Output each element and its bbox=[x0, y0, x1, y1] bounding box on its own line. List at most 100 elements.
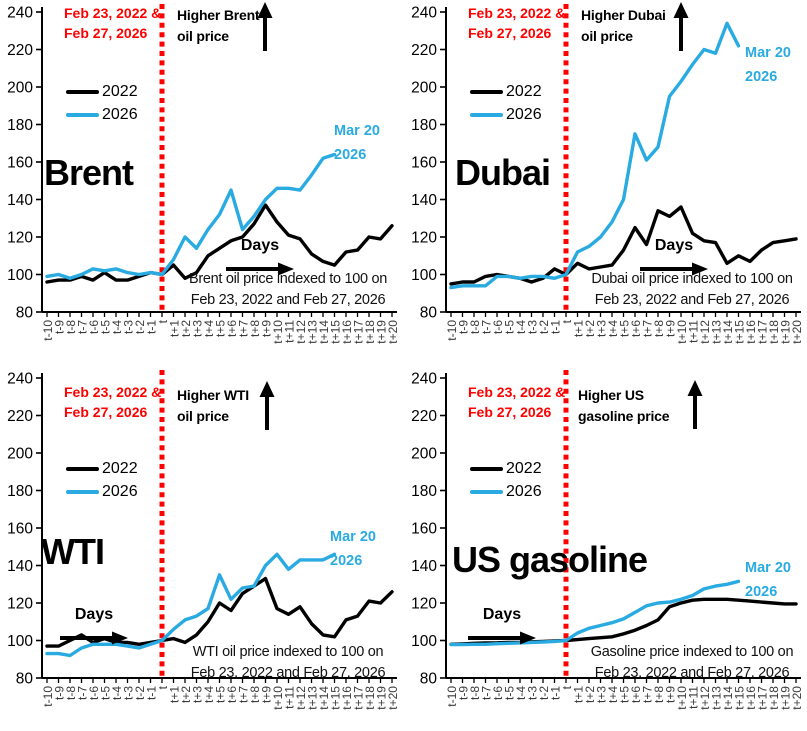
svg-text:220: 220 bbox=[7, 42, 33, 59]
event-date-label: Feb 23, 2022 & Feb 27, 2026 bbox=[468, 3, 565, 43]
svg-text:t+16: t+16 bbox=[744, 686, 758, 710]
event-date-line2: Feb 27, 2026 bbox=[64, 25, 148, 41]
svg-text:t+15: t+15 bbox=[329, 320, 343, 344]
svg-text:120: 120 bbox=[411, 230, 437, 247]
svg-text:140: 140 bbox=[7, 192, 33, 209]
caption-line1: WTI oil price indexed to 100 on bbox=[192, 644, 384, 660]
svg-text:t+8: t+8 bbox=[652, 320, 666, 337]
svg-text:t+14: t+14 bbox=[721, 320, 735, 344]
svg-text:200: 200 bbox=[7, 80, 33, 97]
days-axis-label: Days bbox=[468, 606, 536, 645]
svg-text:t+1: t+1 bbox=[572, 320, 586, 337]
mar-20-2026-label: Mar 20 2026 bbox=[745, 41, 791, 89]
panel-brent: 80 100 120 140 160 180 200 220 240 t-10 t-9 t-8 t-7 t… bbox=[0, 0, 403, 365]
svg-text:220: 220 bbox=[411, 408, 437, 425]
higher-price-line2: gasoline price bbox=[578, 408, 670, 424]
svg-text:t+18: t+18 bbox=[767, 320, 781, 344]
legend-label-2022: 2022 bbox=[506, 459, 542, 477]
mar-line1: Mar 20 bbox=[330, 529, 376, 545]
event-date-line1: Feb 23, 2022 & bbox=[468, 5, 566, 21]
higher-price-line2: oil price bbox=[177, 28, 229, 44]
svg-text:t+11: t+11 bbox=[687, 686, 701, 709]
higher-price-line1: Higher Brent bbox=[177, 7, 260, 23]
mar-line1: Mar 20 bbox=[745, 45, 791, 61]
higher-price-line1: Higher WTI bbox=[177, 387, 249, 403]
legend-swatch-2026 bbox=[66, 489, 99, 494]
up-arrow-icon bbox=[687, 380, 703, 429]
svg-text:220: 220 bbox=[7, 408, 33, 425]
legend-item-2026: 2026 bbox=[66, 103, 138, 126]
svg-text:t+16: t+16 bbox=[340, 320, 354, 344]
legend-item-2026: 2026 bbox=[66, 480, 138, 503]
svg-text:t+7: t+7 bbox=[641, 320, 655, 337]
svg-text:140: 140 bbox=[411, 558, 437, 575]
svg-text:t+3: t+3 bbox=[595, 320, 609, 337]
right-arrow-icon bbox=[468, 631, 536, 645]
svg-text:t-10: t-10 bbox=[445, 320, 459, 341]
wti-line-chart: 80100120140160180200220240t-10t-9t-8t-7t… bbox=[7, 370, 400, 710]
svg-text:t-10: t-10 bbox=[41, 686, 55, 707]
svg-text:t+13: t+13 bbox=[306, 320, 320, 344]
svg-text:t+3: t+3 bbox=[595, 686, 609, 703]
svg-text:t+20: t+20 bbox=[790, 686, 804, 710]
svg-text:t+14: t+14 bbox=[721, 686, 735, 710]
svg-text:t+19: t+19 bbox=[375, 686, 389, 710]
svg-text:t+19: t+19 bbox=[375, 320, 389, 344]
svg-text:180: 180 bbox=[411, 117, 437, 134]
legend: 2022 2026 bbox=[470, 80, 542, 126]
index-caption: Gasoline price indexed to 100 on Feb 23,… bbox=[576, 642, 807, 684]
legend-swatch-2026 bbox=[66, 112, 99, 117]
event-date-line1: Feb 23, 2022 & bbox=[64, 5, 162, 21]
higher-price-label: Higher Dubai oil price bbox=[581, 5, 666, 47]
legend-label-2026: 2026 bbox=[102, 105, 138, 123]
svg-text:140: 140 bbox=[411, 192, 437, 209]
svg-text:180: 180 bbox=[411, 483, 437, 500]
svg-text:t+2: t+2 bbox=[179, 686, 193, 703]
svg-text:t-2: t-2 bbox=[537, 320, 551, 334]
legend-label-2026: 2026 bbox=[506, 482, 542, 500]
svg-text:t+18: t+18 bbox=[363, 686, 377, 710]
svg-text:160: 160 bbox=[7, 155, 33, 172]
legend-swatch-2026 bbox=[470, 112, 503, 117]
svg-text:t-6: t-6 bbox=[491, 686, 505, 700]
days-text: Days bbox=[482, 606, 522, 623]
svg-text:t-4: t-4 bbox=[110, 320, 124, 334]
mar-line1: Mar 20 bbox=[334, 123, 380, 139]
svg-text:100: 100 bbox=[7, 633, 33, 650]
svg-text:100: 100 bbox=[7, 267, 33, 284]
us-gasoline-line-chart: 80100120140160180200220240t-10t-9t-8t-7t… bbox=[411, 370, 804, 710]
svg-text:t-1: t-1 bbox=[549, 686, 563, 700]
event-date-label: Feb 23, 2022 & Feb 27, 2026 bbox=[64, 3, 161, 43]
svg-text:t+3: t+3 bbox=[191, 320, 205, 337]
svg-text:t-7: t-7 bbox=[480, 320, 494, 334]
legend-label-2022: 2022 bbox=[506, 82, 542, 100]
mar-line2: 2026 bbox=[330, 553, 363, 569]
svg-text:t+6: t+6 bbox=[629, 686, 643, 703]
event-date-line2: Feb 27, 2026 bbox=[468, 404, 552, 420]
legend-item-2022: 2022 bbox=[470, 457, 542, 480]
index-caption: Dubai oil price indexed to 100 on Feb 23… bbox=[576, 269, 807, 311]
svg-text:80: 80 bbox=[420, 671, 438, 688]
svg-text:t+1: t+1 bbox=[168, 320, 182, 337]
svg-text:t-4: t-4 bbox=[514, 686, 528, 700]
svg-text:t-9: t-9 bbox=[457, 320, 471, 334]
svg-text:t-7: t-7 bbox=[76, 320, 90, 334]
svg-text:t-6: t-6 bbox=[87, 686, 101, 700]
legend-label-2022: 2022 bbox=[102, 459, 138, 477]
svg-text:t-7: t-7 bbox=[76, 686, 90, 700]
legend-item-2022: 2022 bbox=[66, 457, 138, 480]
caption-line1: Gasoline price indexed to 100 on bbox=[590, 644, 794, 660]
svg-text:t-4: t-4 bbox=[514, 320, 528, 334]
svg-text:120: 120 bbox=[7, 596, 33, 613]
svg-text:t+20: t+20 bbox=[386, 320, 400, 344]
svg-text:t-6: t-6 bbox=[491, 320, 505, 334]
svg-text:t+13: t+13 bbox=[710, 686, 724, 710]
svg-text:t-8: t-8 bbox=[64, 320, 78, 334]
svg-text:t+12: t+12 bbox=[698, 320, 712, 344]
svg-text:120: 120 bbox=[7, 230, 33, 247]
svg-text:t-5: t-5 bbox=[99, 320, 113, 334]
svg-text:t: t bbox=[560, 685, 574, 689]
mar-line2: 2026 bbox=[334, 147, 367, 163]
svg-text:80: 80 bbox=[16, 305, 34, 322]
right-arrow-icon bbox=[226, 262, 294, 276]
